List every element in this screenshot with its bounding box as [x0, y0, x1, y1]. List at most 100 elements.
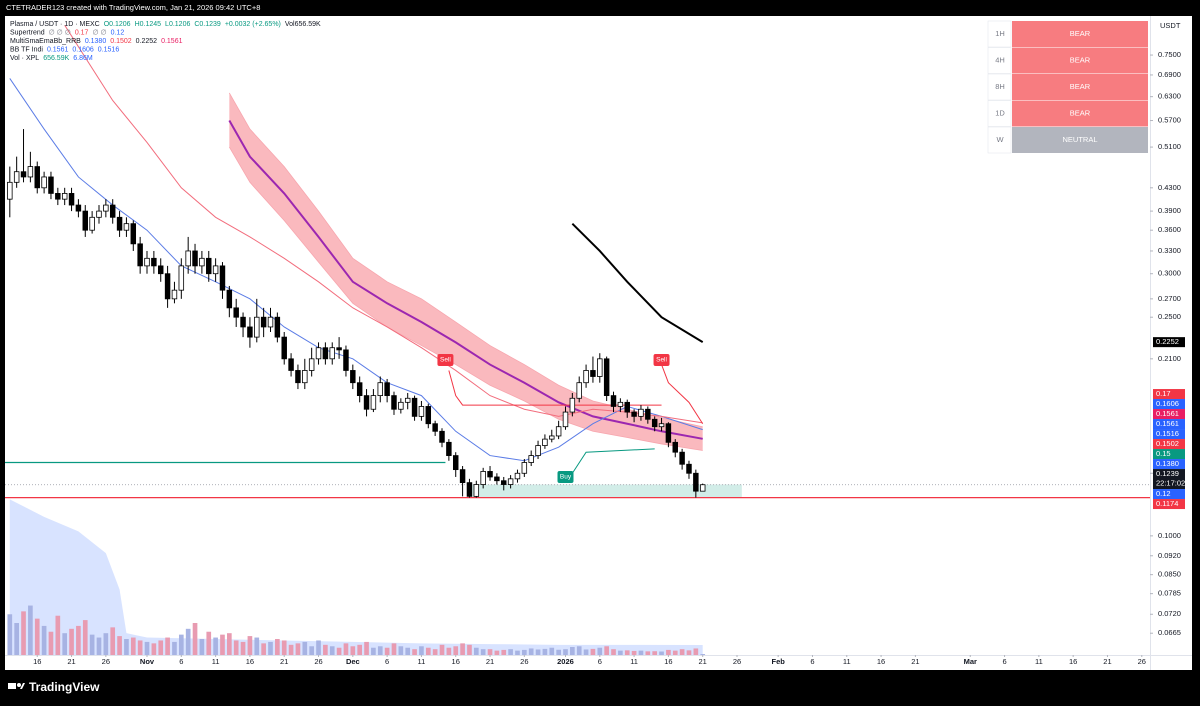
volume-bar: [666, 649, 671, 655]
volume-bar: [124, 639, 129, 655]
volume-bar: [549, 647, 555, 655]
volume-bar: [419, 646, 424, 655]
volume-bar: [521, 649, 527, 655]
table-tf: 1D: [995, 108, 1005, 117]
candle-body: [199, 257, 205, 267]
volume-bar: [144, 641, 150, 655]
volume-bar: [446, 647, 452, 655]
volume-bar: [350, 646, 356, 655]
volume-bar: [21, 611, 26, 655]
table-signal-cell: [1012, 100, 1148, 127]
signal-box: [653, 353, 670, 366]
volume-bar: [439, 644, 445, 655]
volume-bar: [185, 628, 191, 655]
candle-body: [466, 482, 473, 497]
volume-bar: [480, 649, 486, 655]
candle-body: [130, 223, 137, 245]
volume-bar: [556, 649, 561, 655]
volume-bar: [645, 651, 651, 655]
y-tick-label: 0.6900: [1158, 70, 1181, 79]
y-tick-label: 0.2100: [1158, 354, 1181, 363]
y-tick-label: 0.3000: [1158, 269, 1181, 278]
candle-body: [411, 397, 418, 417]
signal-box: [437, 353, 454, 366]
candle-body: [425, 406, 432, 425]
x-tick-label: Feb: [771, 657, 785, 666]
candle-body: [34, 166, 40, 189]
indicator-line: [448, 370, 662, 406]
indicator-line: [64, 24, 703, 424]
candle-body: [562, 411, 569, 428]
price-tag: 0.1380: [1153, 459, 1185, 470]
legend-item: H0.1245: [135, 21, 162, 28]
volume-bar: [467, 644, 472, 655]
table-signal: BEAR: [1070, 29, 1091, 38]
candle-body: [439, 430, 445, 443]
table-signal: BEAR: [1070, 82, 1091, 91]
price-tag-box: [1153, 409, 1185, 420]
volume-bar: [323, 644, 328, 655]
volume-bar: [570, 647, 575, 655]
volume-bar: [460, 643, 465, 655]
x-tick-label: Dec: [346, 657, 360, 666]
candle-body: [55, 193, 61, 200]
candle-body: [233, 307, 239, 318]
legend-item: BB TF Indi: [10, 47, 43, 54]
x-tick-label: 11: [418, 657, 426, 666]
price-tag-label: 0.1502: [1156, 439, 1179, 448]
legend-item: Plasma / USDT · 1D · MEXC: [10, 21, 100, 28]
table-signal-cell: [1012, 47, 1148, 74]
volume-bar: [432, 649, 438, 655]
volume-bar: [528, 648, 534, 655]
candle-body: [247, 326, 253, 338]
candle-body: [452, 455, 459, 471]
x-tick-label: 11: [630, 657, 638, 666]
table-tf: 1H: [995, 29, 1005, 38]
candle-body: [288, 358, 294, 371]
price-tag-box: [1153, 449, 1185, 460]
volume-bar: [652, 651, 658, 655]
candle-body: [226, 289, 233, 309]
candle-body: [638, 408, 644, 417]
x-tick-label: 26: [520, 657, 528, 666]
candle-body: [686, 463, 692, 474]
legend-item: 0.1380: [85, 38, 107, 45]
volume-bar: [618, 650, 623, 655]
candle-body: [480, 471, 486, 485]
volume-bar: [412, 649, 417, 655]
volume-bar: [41, 625, 47, 655]
x-tick-label: 26: [733, 657, 741, 666]
volume-bar: [96, 637, 102, 655]
candle-body: [597, 358, 603, 377]
footer-logo: TradingView: [29, 680, 100, 694]
y-tick-label: 0.3300: [1158, 246, 1181, 255]
candle-body: [501, 480, 507, 485]
table-signal: NEUTRAL: [1062, 135, 1097, 144]
x-tick-label: 16: [664, 657, 672, 666]
x-tick-label: 26: [314, 657, 322, 666]
x-tick-label: 6: [598, 657, 602, 666]
volume-bar: [329, 646, 335, 655]
volume-bar: [679, 649, 685, 655]
zone: [472, 484, 742, 498]
y-tick-label: 0.3600: [1158, 225, 1181, 234]
candle-body: [274, 316, 281, 338]
candle-body: [356, 382, 363, 397]
candle-body: [89, 216, 95, 231]
legend-item: Vol · XPL: [10, 55, 39, 62]
candle-body: [315, 347, 322, 360]
candle-body: [651, 418, 658, 428]
table-tf: 8H: [995, 82, 1005, 91]
volume-bar: [611, 649, 616, 655]
candle-body: [699, 484, 706, 492]
candle-body: [137, 243, 143, 267]
volume-bar: [535, 649, 541, 655]
y-tick-label: 0.6300: [1158, 92, 1181, 101]
volume-bar: [281, 640, 287, 655]
candle-body: [109, 204, 116, 218]
candle-body: [13, 171, 20, 183]
table-tf-cell: [987, 73, 1012, 101]
legend-item: ∅ ∅ ∅: [49, 29, 71, 36]
x-tick-label: 2026: [557, 657, 574, 666]
